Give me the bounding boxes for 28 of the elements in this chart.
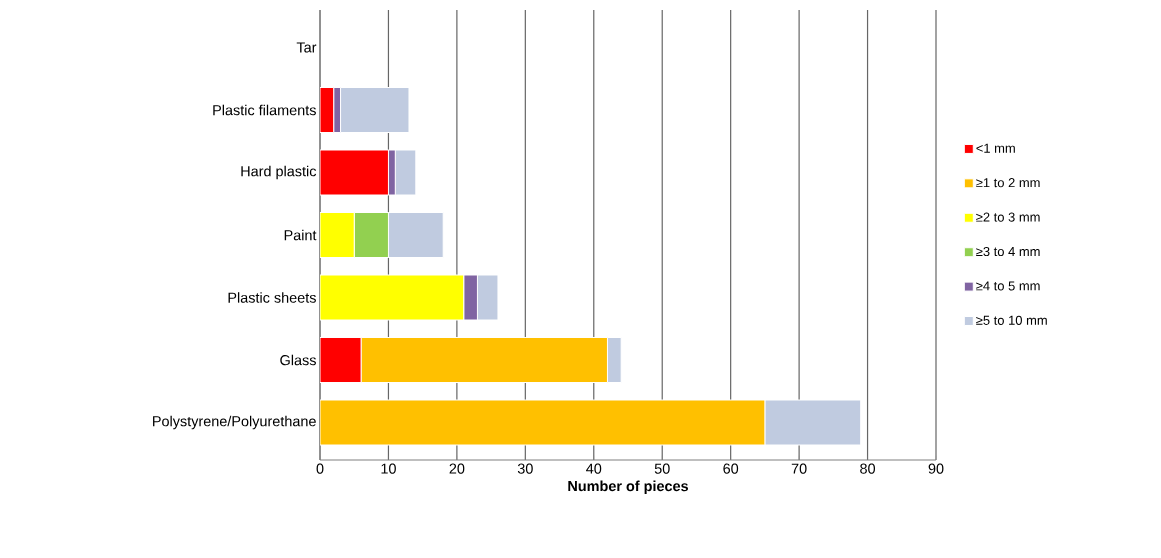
bar xyxy=(320,212,355,258)
x-tick-label: 40 xyxy=(586,463,602,474)
y-tick-label: Hard plastic xyxy=(241,165,317,180)
y-tick-label: Glass xyxy=(280,354,316,366)
y-tick-label: Tar xyxy=(296,42,317,53)
x-tick-label: 10 xyxy=(381,463,396,474)
legend-label: <1 mm xyxy=(976,143,1015,153)
x-tick-label: 30 xyxy=(517,463,533,474)
legend-label: ≥2 to 3 mm xyxy=(976,212,1040,222)
x-tick-label: 20 xyxy=(449,463,465,474)
y-tick-label: Plastic filaments xyxy=(213,104,316,116)
x-tick-label: 50 xyxy=(654,463,670,474)
y-tick-label: Plastic sheets xyxy=(228,292,316,303)
legend-label: ≥3 to 4 mm xyxy=(976,246,1040,257)
x-axis-title: Number of pieces xyxy=(568,480,689,495)
x-tick-label: 80 xyxy=(860,463,876,474)
bar xyxy=(360,337,608,383)
x-tick-label: 90 xyxy=(928,463,944,474)
x-tick-label: 70 xyxy=(791,463,807,474)
legend-label: ≥1 to 2 mm xyxy=(976,178,1040,188)
x-tick-label: 0 xyxy=(316,463,324,474)
y-tick-label: Paint xyxy=(284,229,317,241)
x-tick-label: 60 xyxy=(723,463,739,474)
legend-label: ≥4 to 5 mm xyxy=(976,281,1040,291)
bar xyxy=(320,274,465,321)
legend-label: ≥5 to 10 mm xyxy=(976,315,1047,325)
bar xyxy=(320,399,766,446)
y-tick-label: Polystyrene/Polyurethane xyxy=(153,415,316,430)
